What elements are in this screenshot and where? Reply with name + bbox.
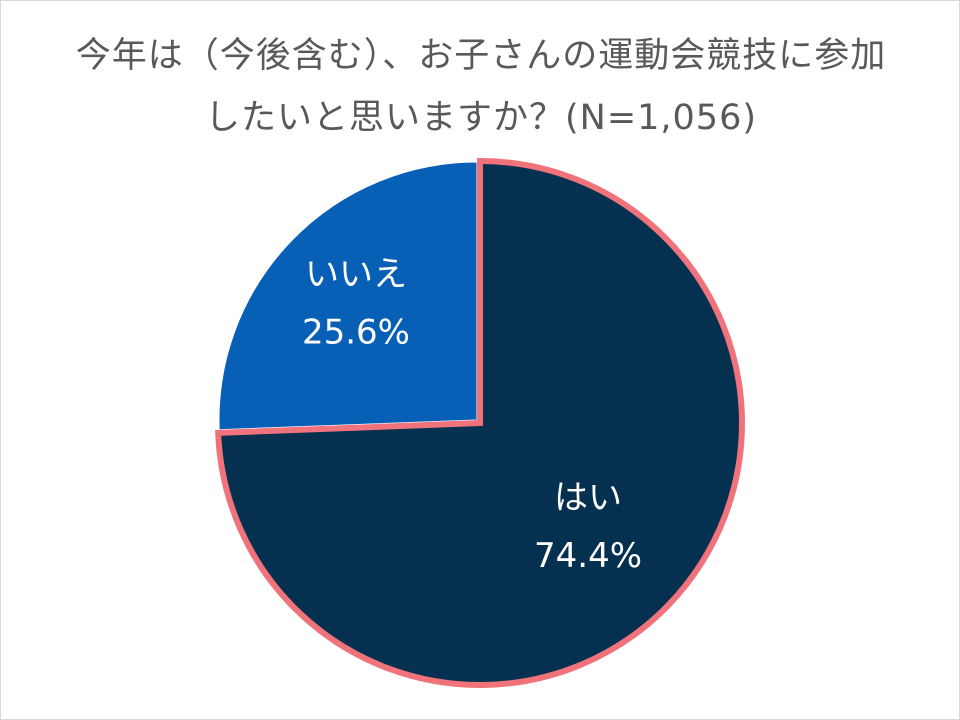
chart-title-line-2: したいと思いますか？(N=1,056)	[204, 98, 758, 138]
slice-value-no: 25.6%	[302, 312, 410, 352]
slice-value-yes: 74.4%	[534, 536, 642, 576]
slice-label-no: いいえ	[305, 254, 407, 294]
pie-slice-yes	[215, 157, 745, 688]
chart-title: 今年は（今後含む）、お子さんの運動会競技に参加 したいと思いますか？(N=1,0…	[1, 25, 960, 149]
slice-label-yes: はい	[554, 478, 622, 518]
chart-title-line-1: 今年は（今後含む）、お子さんの運動会競技に参加	[75, 36, 887, 76]
pie-slice-no	[218, 161, 478, 431]
